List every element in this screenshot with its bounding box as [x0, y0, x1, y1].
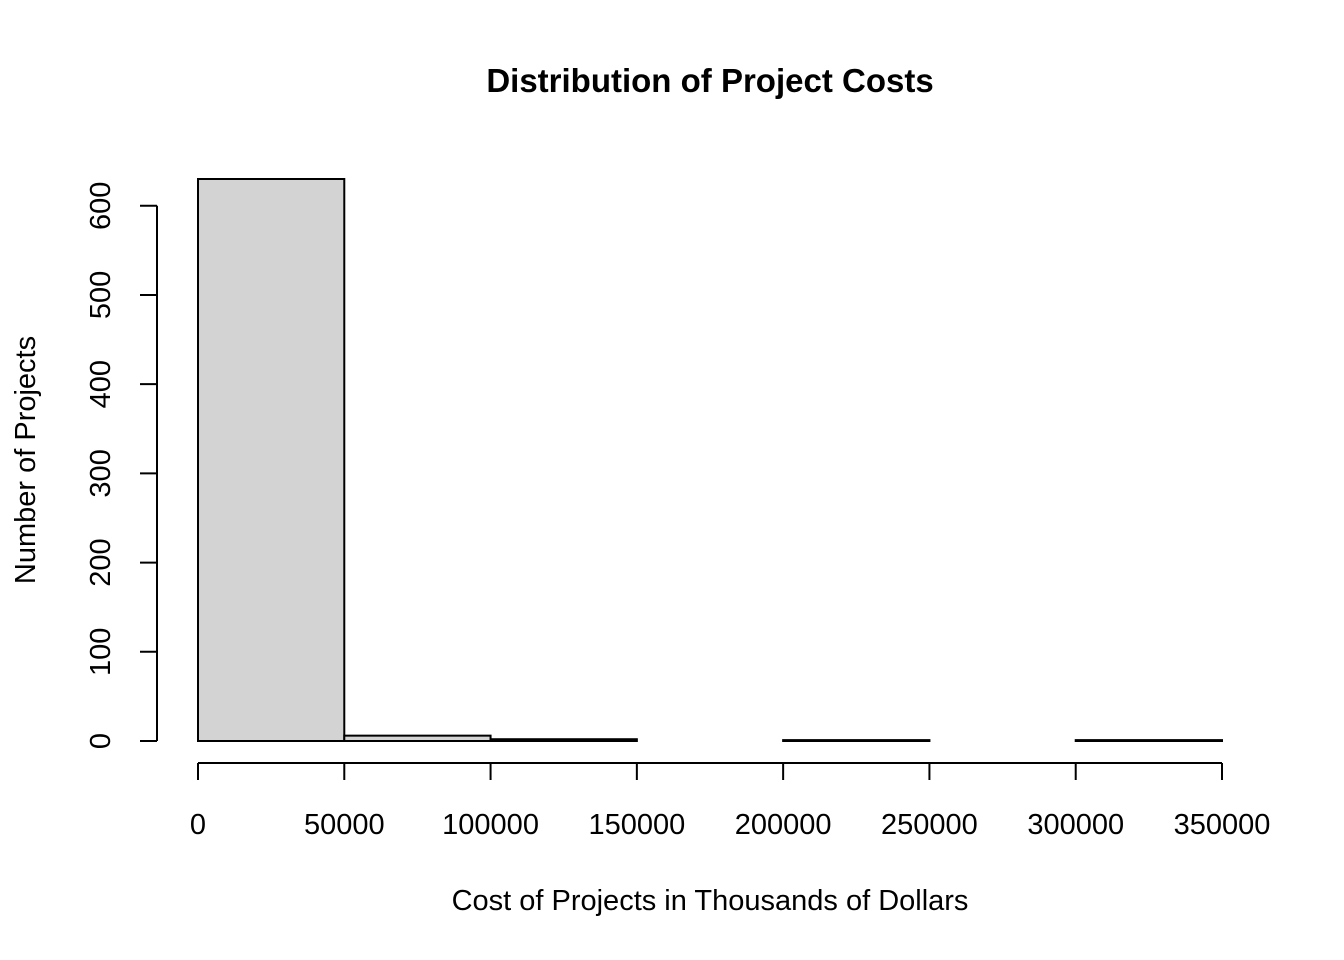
x-tick-label: 250000	[881, 809, 978, 841]
x-tick-label: 100000	[442, 809, 539, 841]
y-tick-label: 300	[85, 449, 117, 497]
x-tick-label: 150000	[588, 809, 685, 841]
y-axis-ticks: 0 100 200 300 400 500 600	[85, 182, 157, 749]
x-tick-label: 50000	[304, 809, 385, 841]
y-tick-label: 200	[85, 538, 117, 586]
y-axis-label: Number of Projects	[10, 336, 42, 584]
x-tick-label: 300000	[1027, 809, 1124, 841]
y-tick-label: 0	[85, 733, 117, 749]
x-tick-label: 200000	[735, 809, 832, 841]
histogram-bar	[197, 178, 346, 742]
y-tick-label: 400	[85, 360, 117, 408]
histogram-bars	[197, 178, 1223, 743]
y-tick-label: 600	[85, 182, 117, 230]
x-tick-label: 0	[190, 809, 206, 841]
histogram-bar	[489, 738, 638, 743]
y-tick-label: 500	[85, 271, 117, 319]
x-axis-label: Cost of Projects in Thousands of Dollars	[452, 885, 969, 917]
histogram-bar	[343, 734, 492, 743]
y-tick-label: 100	[85, 628, 117, 676]
chart-title: Distribution of Project Costs	[486, 62, 933, 99]
histogram-bar	[782, 739, 931, 742]
x-axis-ticks: 0 50000 100000 150000 200000 250000 300000 3500…	[190, 763, 1270, 841]
histogram-bar	[1074, 739, 1223, 742]
x-tick-label: 350000	[1174, 809, 1271, 841]
